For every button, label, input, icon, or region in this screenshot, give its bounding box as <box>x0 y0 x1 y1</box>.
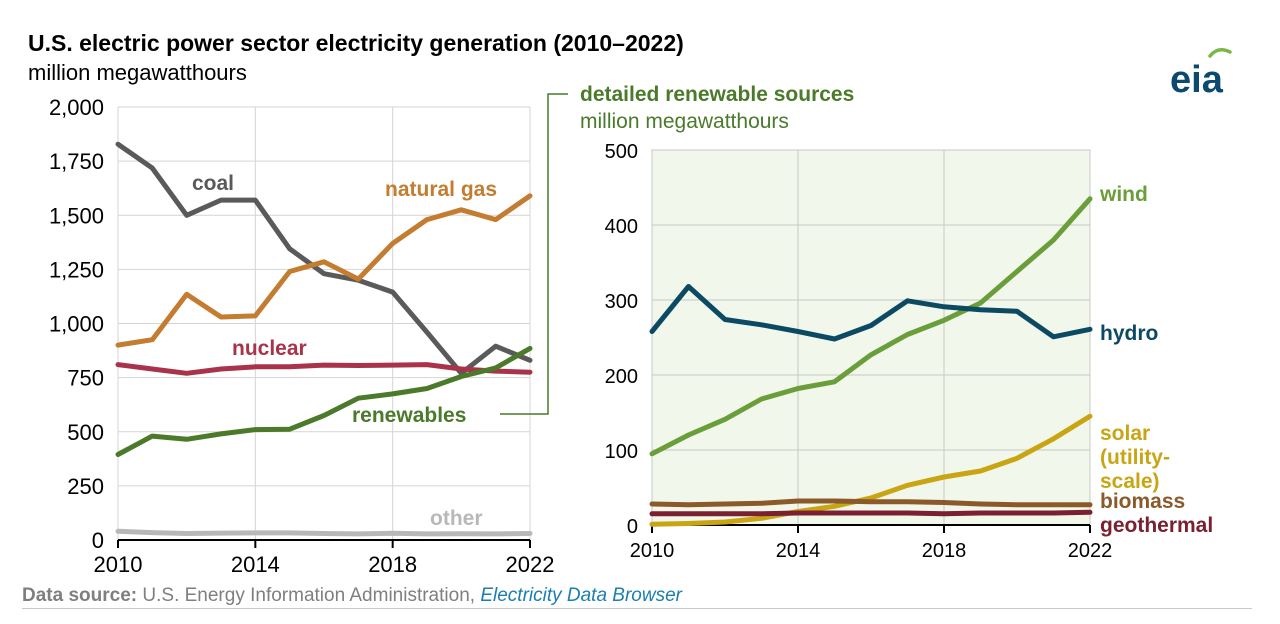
renewables-chart-xtick-label: 2014 <box>776 540 821 562</box>
generation-chart-ytick-label: 1,750 <box>49 149 104 174</box>
renewables-chart-series-hydro <box>649 284 1093 342</box>
series-label-biomass: biomass <box>1100 490 1185 513</box>
renewables-chart-xtick-label: 2022 <box>1068 540 1113 562</box>
generation-chart-series-renewables <box>115 345 533 457</box>
generation-chart-series-coal <box>115 141 533 376</box>
generation-chart-ytick-label: 2,000 <box>49 95 104 120</box>
renewables-chart-ytick-label: 0 <box>627 516 638 538</box>
eia-logo-icon: eia <box>1170 48 1232 101</box>
eia-logo-text: eia <box>1170 59 1224 98</box>
series-label-coal: coal <box>192 172 234 195</box>
generation-chart-series-other <box>115 528 533 537</box>
renewables-chart-series-solar-utility-scale <box>649 413 1093 527</box>
data-source: Data source: U.S. Energy Information Adm… <box>22 585 682 607</box>
series-label-geothermal: geothermal <box>1100 514 1213 537</box>
generation-chart-ytick-label: 1,500 <box>49 203 104 228</box>
renewables-chart-title: detailed renewable sources <box>580 83 854 106</box>
series-label-natural-gas: natural gas <box>385 178 497 201</box>
data-source-label: Data source: <box>22 585 138 606</box>
renewables-chart-ytick-label: 300 <box>605 291 638 313</box>
generation-chart-ytick-label: 1,000 <box>49 312 104 337</box>
series-label-other: other <box>430 507 483 530</box>
generation-chart-series-nuclear <box>115 362 533 376</box>
generation-chart-ytick-label: 250 <box>67 474 104 499</box>
renewables-chart-ytick-label: 100 <box>605 441 638 463</box>
renewables-chart-series-biomass <box>649 498 1093 508</box>
renewables-chart-unit: million megawatthours <box>580 110 789 133</box>
series-label-hydro: hydro <box>1100 322 1158 345</box>
chart-subtitle: million megawatthours <box>28 60 247 85</box>
electricity-data-browser-link[interactable]: Electricity Data Browser <box>480 585 682 606</box>
generation-chart-series-natural-gas <box>115 193 533 348</box>
chart-title: U.S. electric power sector electricity g… <box>28 30 684 56</box>
renewables-connector <box>500 93 568 415</box>
series-label-nuclear: nuclear <box>232 337 307 360</box>
generation-chart-xtick-label: 2018 <box>368 552 417 577</box>
renewables-chart-ytick-label: 400 <box>605 216 638 238</box>
renewables-chart-ytick-label: 200 <box>605 366 638 388</box>
generation-chart-ytick-label: 0 <box>92 528 104 553</box>
renewables-chart-series-geothermal <box>649 509 1093 517</box>
renewables-chart-ytick-label: 500 <box>605 141 638 163</box>
generation-chart-xtick-label: 2014 <box>231 552 280 577</box>
series-label-wind: wind <box>1099 183 1148 206</box>
generation-chart-ytick-label: 750 <box>67 366 104 391</box>
generation-chart-ytick-label: 1,250 <box>49 257 104 282</box>
data-source-text: U.S. Energy Information Administration, <box>142 585 476 606</box>
series-label-solar-utility-scale: solar (utility-scale) <box>1100 422 1170 493</box>
renewables-chart-series-wind <box>649 196 1093 457</box>
footer-divider <box>22 608 1252 609</box>
renewables-chart-xtick-label: 2010 <box>630 540 675 562</box>
eia-logo: eia <box>1170 42 1240 103</box>
renewables-panel-background <box>651 149 1091 526</box>
generation-chart-ytick-label: 500 <box>67 420 104 445</box>
generation-chart-xtick-label: 2022 <box>506 552 555 577</box>
renewables-chart-xtick-label: 2018 <box>922 540 967 562</box>
generation-chart-xtick-label: 2010 <box>94 552 143 577</box>
series-label-renewables: renewables <box>352 404 466 427</box>
